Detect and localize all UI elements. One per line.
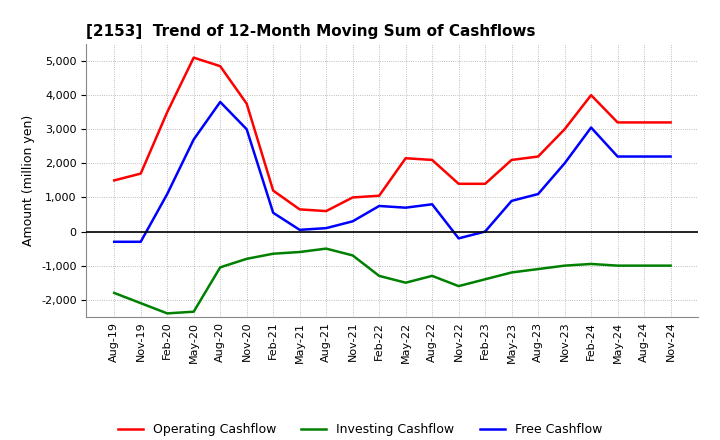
Investing Cashflow <box>454 283 463 289</box>
Operating Cashflow <box>163 110 171 115</box>
Y-axis label: Amount (million yen): Amount (million yen) <box>22 115 35 246</box>
Free Cashflow <box>640 154 649 159</box>
Operating Cashflow <box>640 120 649 125</box>
Free Cashflow <box>243 127 251 132</box>
Operating Cashflow <box>401 156 410 161</box>
Investing Cashflow <box>216 265 225 270</box>
Free Cashflow <box>428 202 436 207</box>
Free Cashflow <box>295 227 304 232</box>
Investing Cashflow <box>428 273 436 279</box>
Free Cashflow <box>163 191 171 197</box>
Line: Free Cashflow: Free Cashflow <box>114 102 670 242</box>
Investing Cashflow <box>666 263 675 268</box>
Operating Cashflow <box>481 181 490 187</box>
Investing Cashflow <box>189 309 198 314</box>
Operating Cashflow <box>534 154 542 159</box>
Free Cashflow <box>375 203 384 209</box>
Free Cashflow <box>189 137 198 142</box>
Operating Cashflow <box>560 127 569 132</box>
Free Cashflow <box>481 229 490 234</box>
Investing Cashflow <box>587 261 595 267</box>
Investing Cashflow <box>243 256 251 261</box>
Free Cashflow <box>216 99 225 105</box>
Operating Cashflow <box>243 101 251 106</box>
Operating Cashflow <box>322 209 330 214</box>
Investing Cashflow <box>508 270 516 275</box>
Operating Cashflow <box>348 195 357 200</box>
Operating Cashflow <box>110 178 119 183</box>
Free Cashflow <box>613 154 622 159</box>
Investing Cashflow <box>640 263 649 268</box>
Operating Cashflow <box>295 207 304 212</box>
Free Cashflow <box>322 225 330 231</box>
Investing Cashflow <box>534 266 542 271</box>
Text: [2153]  Trend of 12-Month Moving Sum of Cashflows: [2153] Trend of 12-Month Moving Sum of C… <box>86 24 536 39</box>
Free Cashflow <box>587 125 595 130</box>
Investing Cashflow <box>560 263 569 268</box>
Investing Cashflow <box>613 263 622 268</box>
Operating Cashflow <box>136 171 145 176</box>
Investing Cashflow <box>110 290 119 296</box>
Legend: Operating Cashflow, Investing Cashflow, Free Cashflow: Operating Cashflow, Investing Cashflow, … <box>112 417 608 440</box>
Investing Cashflow <box>481 277 490 282</box>
Free Cashflow <box>508 198 516 203</box>
Operating Cashflow <box>269 188 277 193</box>
Line: Investing Cashflow: Investing Cashflow <box>114 249 670 313</box>
Free Cashflow <box>454 236 463 241</box>
Investing Cashflow <box>348 253 357 258</box>
Operating Cashflow <box>508 157 516 162</box>
Free Cashflow <box>136 239 145 244</box>
Operating Cashflow <box>587 92 595 98</box>
Free Cashflow <box>348 219 357 224</box>
Operating Cashflow <box>428 157 436 162</box>
Free Cashflow <box>269 210 277 216</box>
Free Cashflow <box>666 154 675 159</box>
Investing Cashflow <box>295 249 304 255</box>
Investing Cashflow <box>163 311 171 316</box>
Operating Cashflow <box>666 120 675 125</box>
Operating Cashflow <box>189 55 198 60</box>
Free Cashflow <box>110 239 119 244</box>
Free Cashflow <box>401 205 410 210</box>
Investing Cashflow <box>269 251 277 257</box>
Investing Cashflow <box>375 273 384 279</box>
Investing Cashflow <box>136 301 145 306</box>
Operating Cashflow <box>375 193 384 198</box>
Operating Cashflow <box>454 181 463 187</box>
Investing Cashflow <box>401 280 410 285</box>
Free Cashflow <box>560 161 569 166</box>
Free Cashflow <box>534 191 542 197</box>
Operating Cashflow <box>216 63 225 69</box>
Investing Cashflow <box>322 246 330 251</box>
Operating Cashflow <box>613 120 622 125</box>
Line: Operating Cashflow: Operating Cashflow <box>114 58 670 211</box>
